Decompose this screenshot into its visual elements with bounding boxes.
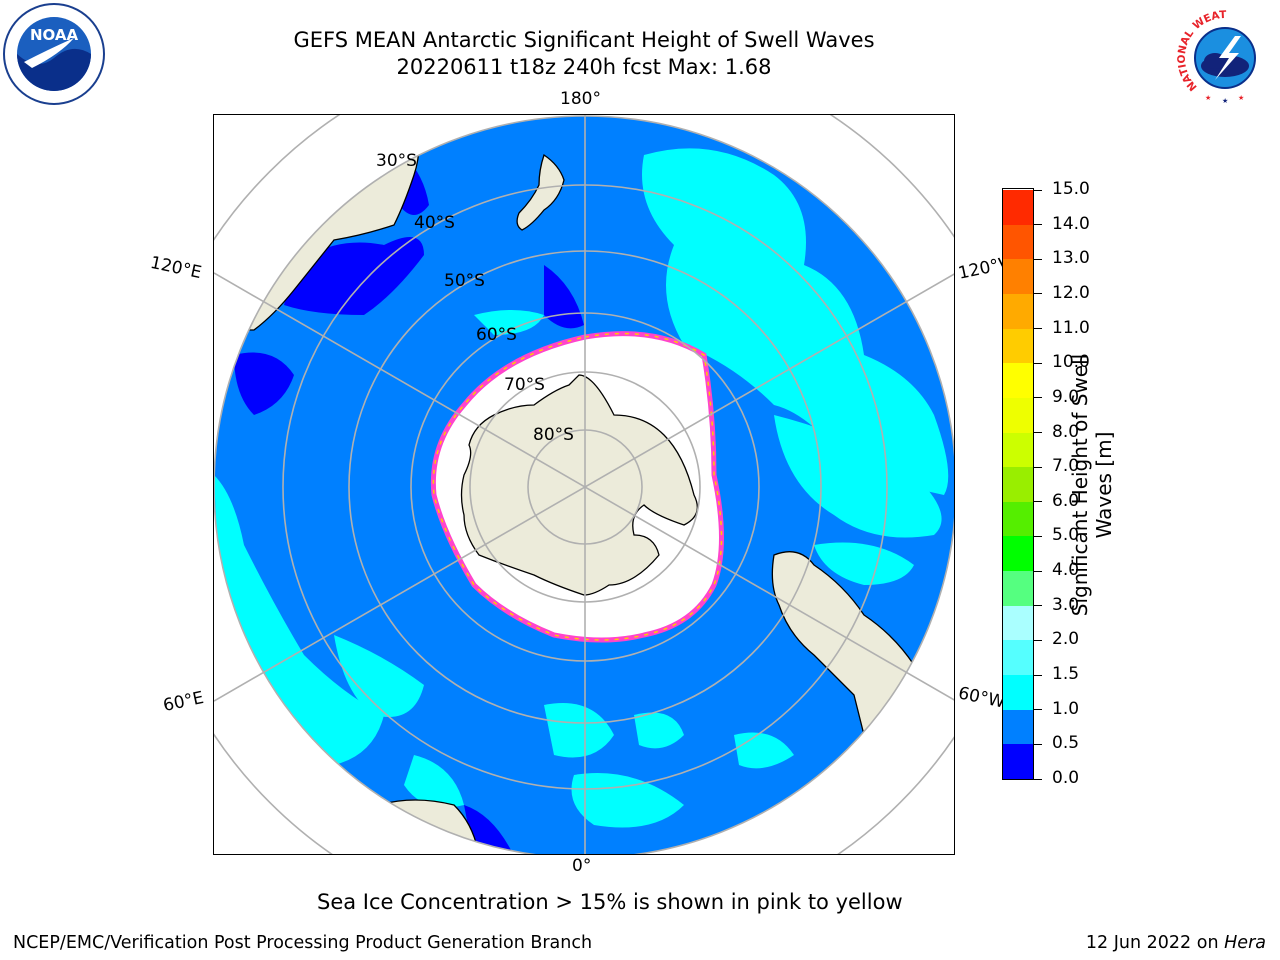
lon-label-upper-left: 120°E bbox=[148, 252, 204, 284]
colorbar-segment bbox=[1003, 467, 1033, 502]
colorbar-tick-label: 1.5 bbox=[1052, 664, 1080, 685]
lon-label-top: 180° bbox=[560, 89, 601, 109]
colorbar-tick-mark bbox=[1034, 743, 1042, 745]
colorbar-segment bbox=[1003, 675, 1033, 710]
madagascar bbox=[228, 764, 299, 816]
colorbar-title: Significant Height of Swell Waves [m] bbox=[1068, 353, 1116, 617]
colorbar-segment bbox=[1003, 363, 1033, 398]
colorbar-tick-mark bbox=[1034, 639, 1042, 641]
sea-ice-edge-yellow bbox=[432, 332, 723, 641]
colorbar-tick-mark bbox=[1034, 189, 1042, 191]
new-zealand bbox=[516, 153, 565, 231]
map-panel: 30°S 40°S 50°S 60°S 70°S 80°S bbox=[213, 114, 955, 855]
colorbar-tick-label: 5.0 bbox=[1052, 525, 1080, 546]
colorbar-tick-label: 7.0 bbox=[1052, 456, 1080, 477]
colorbar-tick-label: 3.0 bbox=[1052, 594, 1080, 615]
lon-label-lower-left: 60°E bbox=[161, 687, 206, 717]
colorbar-tick-mark bbox=[1034, 570, 1042, 572]
chart-subtitle: 20220611 t18z 240h fcst Max: 1.68 bbox=[396, 55, 772, 79]
colorbar-tick-mark bbox=[1034, 501, 1042, 503]
colorbar-tick-label: 10.0 bbox=[1052, 352, 1090, 373]
lon-label-bottom: 0° bbox=[572, 856, 592, 876]
colorbar-segment bbox=[1003, 259, 1033, 294]
colorbar-tick-label: 1.0 bbox=[1052, 698, 1080, 719]
sea-ice-note: Sea Ice Concentration > 15% is shown in … bbox=[317, 890, 903, 914]
colorbar-tick-label: 0.0 bbox=[1052, 768, 1080, 788]
colorbar-tick-label: 11.0 bbox=[1052, 317, 1090, 338]
colorbar-segment bbox=[1003, 224, 1033, 260]
machine-name: Hera bbox=[1224, 933, 1266, 953]
producer-credit: NCEP/EMC/Verification Post Processing Pr… bbox=[13, 933, 593, 953]
colorbar-tick-mark bbox=[1034, 362, 1042, 364]
svg-text:★: ★ bbox=[1238, 94, 1244, 102]
nws-logo-graphic: NATIONAL WEATHER SERVICE ★ ★ ★ bbox=[1171, 0, 1273, 106]
colorbar-tick-mark bbox=[1034, 293, 1042, 295]
colorbar-segment bbox=[1003, 744, 1033, 779]
colorbar-tick-mark bbox=[1034, 709, 1042, 711]
svg-text:★: ★ bbox=[1222, 97, 1228, 105]
colorbar-tick-label: 4.0 bbox=[1052, 560, 1080, 581]
africa bbox=[328, 799, 480, 854]
lat-label-70s: 70°S bbox=[504, 375, 545, 395]
colorbar-segment bbox=[1003, 328, 1033, 364]
colorbar-segment bbox=[1003, 709, 1033, 745]
noaa-logo: NOAA bbox=[2, 2, 106, 106]
antarctica bbox=[460, 374, 698, 596]
colorbar-tick-mark bbox=[1034, 328, 1042, 330]
lat-label-50s: 50°S bbox=[444, 271, 485, 291]
colorbar-tick-label: 8.0 bbox=[1052, 421, 1080, 442]
colorbar-segment bbox=[1003, 432, 1033, 468]
colorbar-segment bbox=[1003, 293, 1033, 329]
colorbar-segment bbox=[1003, 190, 1033, 225]
run-date: 12 Jun 2022 on Hera bbox=[1086, 933, 1266, 953]
colorbar-tick-mark bbox=[1034, 778, 1042, 780]
noaa-logo-graphic: NOAA bbox=[3, 3, 105, 105]
colorbar-segment bbox=[1003, 571, 1033, 606]
colorbar-tick-label: 15.0 bbox=[1052, 179, 1090, 199]
colorbar-segment bbox=[1003, 605, 1033, 641]
run-date-text: 12 Jun 2022 on bbox=[1085, 933, 1219, 953]
colorbar-tick-mark bbox=[1034, 397, 1042, 399]
nws-logo: NATIONAL WEATHER SERVICE ★ ★ ★ bbox=[1171, 0, 1275, 108]
colorbar-segment bbox=[1003, 501, 1033, 537]
colorbar-tick-mark bbox=[1034, 466, 1042, 468]
lon-label-lower-right: 60°W bbox=[956, 683, 1007, 713]
lat-label-30s: 30°S bbox=[376, 151, 417, 171]
colorbar-tick-label: 0.5 bbox=[1052, 733, 1080, 754]
chart-title: GEFS MEAN Antarctic Significant Height o… bbox=[293, 28, 875, 52]
colorbar-tick-label: 13.0 bbox=[1052, 248, 1090, 269]
lat-label-80s: 80°S bbox=[533, 425, 574, 445]
graticule bbox=[214, 115, 954, 854]
colorbar-tick-mark bbox=[1034, 605, 1042, 607]
colorbar-tick-mark bbox=[1034, 535, 1042, 537]
svg-text:★: ★ bbox=[1205, 94, 1211, 102]
colorbar-tick-label: 9.0 bbox=[1052, 386, 1080, 407]
colorbar-tick-mark bbox=[1034, 258, 1042, 260]
colorbar-segment bbox=[1003, 397, 1033, 433]
colorbar-tick-label: 6.0 bbox=[1052, 490, 1080, 511]
colorbar-segment bbox=[1003, 640, 1033, 676]
lat-label-40s: 40°S bbox=[414, 213, 455, 233]
colorbar-tick-mark bbox=[1034, 224, 1042, 226]
lat-label-60s: 60°S bbox=[476, 325, 517, 345]
colorbar-tick-label: 12.0 bbox=[1052, 282, 1090, 303]
colorbar-tick-label: 14.0 bbox=[1052, 213, 1090, 234]
noaa-logo-text: NOAA bbox=[30, 26, 79, 44]
colorbar bbox=[1002, 188, 1034, 780]
map-canvas bbox=[214, 115, 954, 854]
colorbar-tick-mark bbox=[1034, 674, 1042, 676]
colorbar-tick-mark bbox=[1034, 432, 1042, 434]
colorbar-tick-label: 2.0 bbox=[1052, 629, 1080, 650]
colorbar-segment bbox=[1003, 536, 1033, 572]
